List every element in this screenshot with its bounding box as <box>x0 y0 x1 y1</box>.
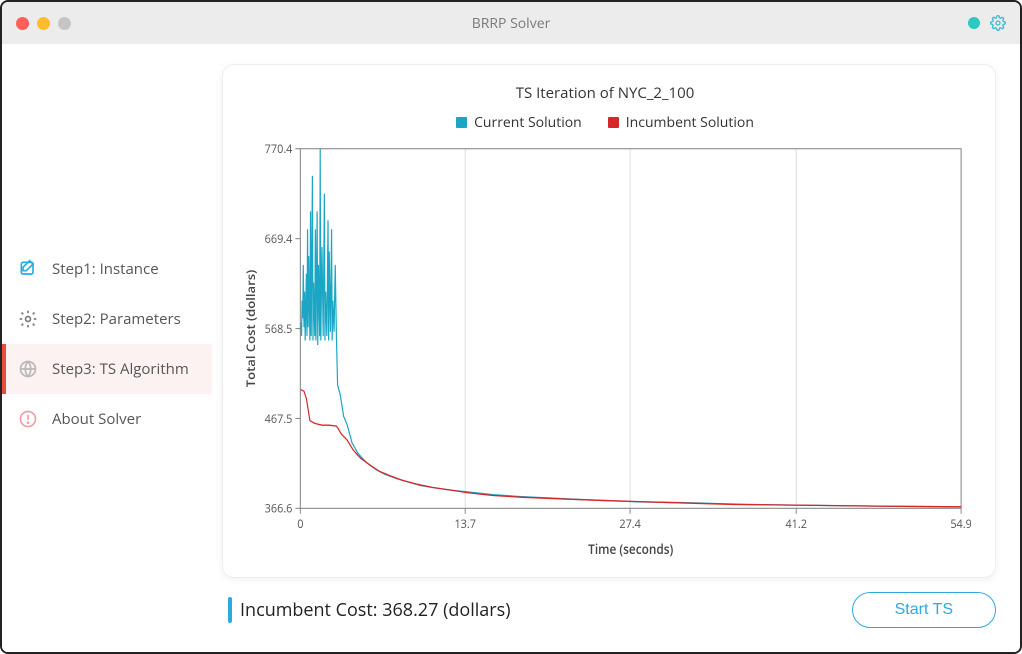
titlebar-right <box>968 15 1006 31</box>
svg-text:13.7: 13.7 <box>454 516 476 532</box>
titlebar: BRRP Solver <box>2 2 1020 44</box>
sidebar-item-step1[interactable]: Step1: Instance <box>2 244 212 294</box>
svg-text:41.2: 41.2 <box>785 516 807 532</box>
alert-icon <box>18 409 38 429</box>
sidebar-item-step3[interactable]: Step3: TS Algorithm <box>2 344 212 394</box>
window-body: Step1: Instance Step2: Parameters Step3: T… <box>2 44 1020 652</box>
svg-text:467.5: 467.5 <box>265 411 293 427</box>
sidebar: Step1: Instance Step2: Parameters Step3: T… <box>2 44 212 652</box>
legend-item: Incumbent Solution <box>608 113 754 132</box>
maximize-icon[interactable] <box>58 17 71 30</box>
legend-swatch-icon <box>608 117 619 128</box>
svg-text:54.9: 54.9 <box>950 516 971 532</box>
traffic-lights <box>16 17 71 30</box>
svg-text:Time (seconds): Time (seconds) <box>588 540 673 558</box>
series-current <box>301 149 961 507</box>
svg-text:366.6: 366.6 <box>265 501 293 517</box>
settings-icon[interactable] <box>990 15 1006 31</box>
minimize-icon[interactable] <box>37 17 50 30</box>
window-title: BRRP Solver <box>2 14 1020 33</box>
svg-text:Total Cost (dollars): Total Cost (dollars) <box>242 270 258 388</box>
chart-title: TS Iteration of NYC_2_100 <box>239 83 971 103</box>
sidebar-item-label: Step3: TS Algorithm <box>52 359 189 379</box>
status-dot-icon <box>968 17 980 29</box>
sidebar-item-label: Step2: Parameters <box>52 309 181 329</box>
svg-text:568.5: 568.5 <box>265 321 293 337</box>
svg-text:669.4: 669.4 <box>265 232 293 248</box>
chart-legend: Current Solution Incumbent Solution <box>239 113 971 132</box>
chart-svg: 366.6 467.5 568.5 669.4 770.4 0 13.7 27.4 41.2 54… <box>239 140 971 565</box>
svg-text:770.4: 770.4 <box>265 142 293 158</box>
legend-swatch-icon <box>456 117 467 128</box>
incumbent-cost-label: Incumbent Cost: 368.27 (dollars) <box>240 598 511 622</box>
sidebar-item-label: About Solver <box>52 409 141 429</box>
footer-row: Incumbent Cost: 368.27 (dollars) Start T… <box>222 592 996 628</box>
series-incumbent <box>301 390 961 507</box>
svg-text:27.4: 27.4 <box>619 516 641 532</box>
legend-label: Current Solution <box>474 113 582 132</box>
accent-bar-icon <box>228 597 232 623</box>
chart-plot: 366.6 467.5 568.5 669.4 770.4 0 13.7 27.4 41.2 54… <box>239 140 971 565</box>
edit-icon <box>18 259 38 279</box>
svg-text:0: 0 <box>297 516 303 532</box>
legend-item: Current Solution <box>456 113 582 132</box>
chart-card: TS Iteration of NYC_2_100 Current Soluti… <box>222 64 996 578</box>
legend-label: Incumbent Solution <box>626 113 754 132</box>
incumbent-cost: Incumbent Cost: 368.27 (dollars) <box>228 597 511 623</box>
sidebar-item-step2[interactable]: Step2: Parameters <box>2 294 212 344</box>
main-panel: TS Iteration of NYC_2_100 Current Soluti… <box>212 44 1020 652</box>
globe-icon <box>18 359 38 379</box>
start-ts-button[interactable]: Start TS <box>852 592 996 628</box>
app-window: BRRP Solver Step1: Instance Step2: Parame… <box>0 0 1022 654</box>
close-icon[interactable] <box>16 17 29 30</box>
sidebar-item-label: Step1: Instance <box>52 259 159 279</box>
gear-icon <box>18 309 38 329</box>
sidebar-item-step4[interactable]: About Solver <box>2 394 212 444</box>
